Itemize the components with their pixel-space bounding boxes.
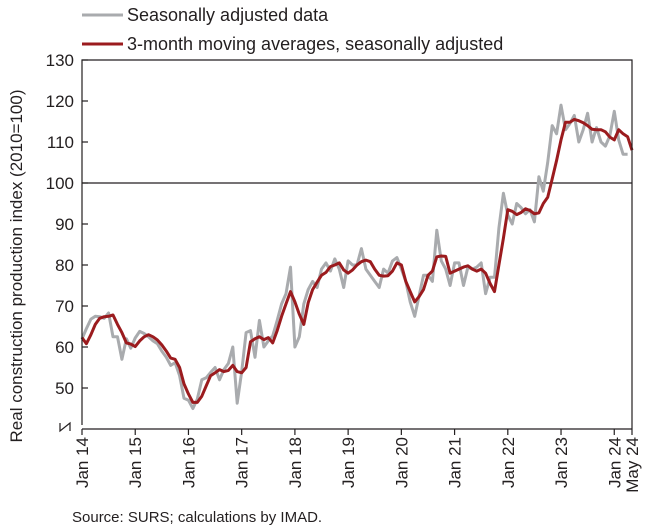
x-tick-label: Jan 21 bbox=[446, 437, 465, 488]
y-tick-label: 70 bbox=[55, 297, 74, 316]
series-seasonally-adjusted-line bbox=[80, 103, 628, 410]
source-note: Source: SURS; calculations by IMAD. bbox=[72, 509, 323, 526]
plot-frame bbox=[81, 59, 633, 429]
x-tick-label: Jan 15 bbox=[126, 437, 145, 488]
x-tick-label: Jan 17 bbox=[233, 437, 252, 488]
x-tick-label: Jan 24 bbox=[605, 437, 624, 488]
x-tick-label: Jan 22 bbox=[499, 437, 518, 488]
y-tick-label: 120 bbox=[46, 92, 74, 111]
x-tick-label: May 24 bbox=[623, 437, 642, 493]
axis-break-mark bbox=[59, 421, 71, 433]
series-moving-average-line bbox=[80, 117, 634, 404]
x-tick-label: Jan 20 bbox=[392, 437, 411, 488]
y-tick-label: 110 bbox=[47, 133, 74, 152]
y-tick-label: 80 bbox=[55, 256, 74, 275]
y-axis-ticks: 50 60 70 80 90 100 110 120 130 bbox=[46, 51, 88, 398]
legend: Seasonally adjusted data 3-month moving … bbox=[82, 5, 503, 54]
x-tick-label: Jan 18 bbox=[286, 437, 305, 488]
x-axis-ticks: Jan 14 Jan 15 Jan 16 Jan 17 Jan 18 Jan 19 Jan … bbox=[73, 429, 642, 493]
x-tick-label: Jan 19 bbox=[339, 437, 358, 488]
x-tick-label: Jan 16 bbox=[179, 437, 198, 488]
y-axis-label: Real construction production index (2010… bbox=[7, 90, 26, 443]
y-tick-label: 100 bbox=[46, 174, 74, 193]
y-tick-label: 60 bbox=[55, 338, 74, 357]
y-tick-label: 50 bbox=[55, 379, 74, 398]
x-tick-label: Jan 14 bbox=[73, 437, 92, 488]
x-tick-label: Jan 23 bbox=[552, 437, 571, 488]
axes bbox=[59, 59, 633, 433]
legend-label-moving-average: 3-month moving averages, seasonally adju… bbox=[127, 34, 503, 54]
y-tick-label: 130 bbox=[46, 51, 74, 70]
legend-label-seasonally-adjusted: Seasonally adjusted data bbox=[127, 5, 329, 25]
y-tick-label: 90 bbox=[55, 215, 74, 234]
